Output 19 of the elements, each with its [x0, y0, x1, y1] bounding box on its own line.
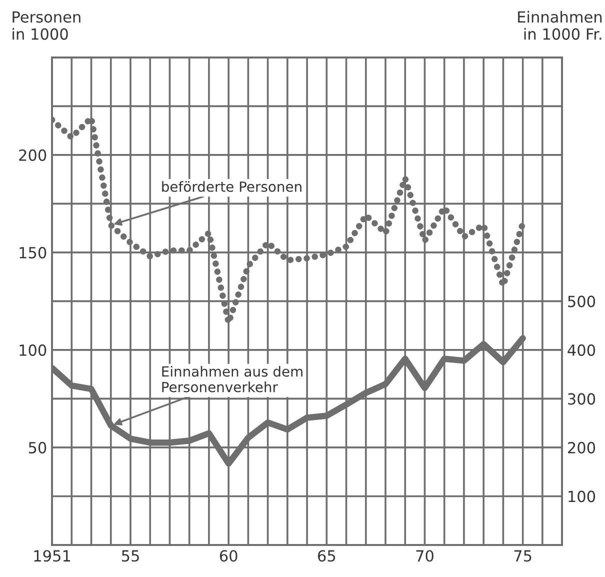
x-tick-label: 70: [416, 550, 434, 562]
y2-tick-label: 100: [568, 490, 596, 502]
x-tick-label: 1951: [34, 550, 70, 562]
x-tick-label: 55: [122, 550, 139, 562]
y-axis-title: Personen in 1000: [12, 11, 80, 40]
y-tick-label: 100: [20, 344, 46, 356]
annotation: Einnahmen aus dem Personenverkehr: [162, 366, 302, 392]
annotation: beförderte Personen: [162, 181, 302, 192]
y-tick-label: 50: [28, 442, 46, 454]
x-tick-label: 75: [514, 550, 532, 562]
y2-axis-title: Einnahmen in 1000 Fr.: [518, 10, 602, 40]
x-tick-label: 65: [318, 550, 336, 562]
y2-tick-label: 200: [568, 442, 596, 454]
y2-tick-label: 300: [568, 393, 596, 405]
y-tick-label: 150: [20, 246, 46, 258]
y2-tick-label: 500: [568, 296, 596, 308]
x-tick-label: 60: [220, 550, 238, 562]
y2-tick-label: 400: [568, 344, 596, 356]
y-tick-label: 200: [19, 149, 46, 161]
